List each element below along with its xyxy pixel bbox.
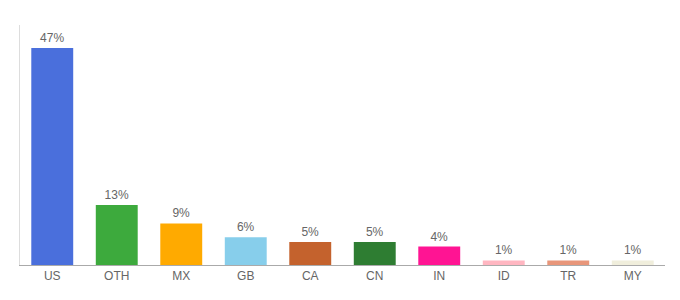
svg-text:GB: GB	[237, 269, 254, 283]
svg-text:MY: MY	[624, 269, 642, 283]
svg-text:1%: 1%	[624, 243, 642, 257]
svg-text:13%: 13%	[105, 188, 129, 202]
svg-text:6%: 6%	[237, 220, 255, 234]
svg-text:IN: IN	[433, 269, 445, 283]
svg-text:9%: 9%	[172, 206, 190, 220]
svg-text:1%: 1%	[559, 243, 577, 257]
svg-text:OTH: OTH	[104, 269, 129, 283]
svg-text:US: US	[44, 269, 61, 283]
svg-text:5%: 5%	[366, 225, 384, 239]
svg-text:CA: CA	[302, 269, 319, 283]
svg-text:1%: 1%	[495, 243, 513, 257]
svg-text:47%: 47%	[40, 31, 64, 45]
svg-text:5%: 5%	[301, 225, 319, 239]
svg-text:4%: 4%	[430, 230, 448, 244]
svg-text:CN: CN	[366, 269, 383, 283]
svg-text:MX: MX	[172, 269, 190, 283]
svg-text:ID: ID	[498, 269, 510, 283]
svg-text:TR: TR	[560, 269, 576, 283]
